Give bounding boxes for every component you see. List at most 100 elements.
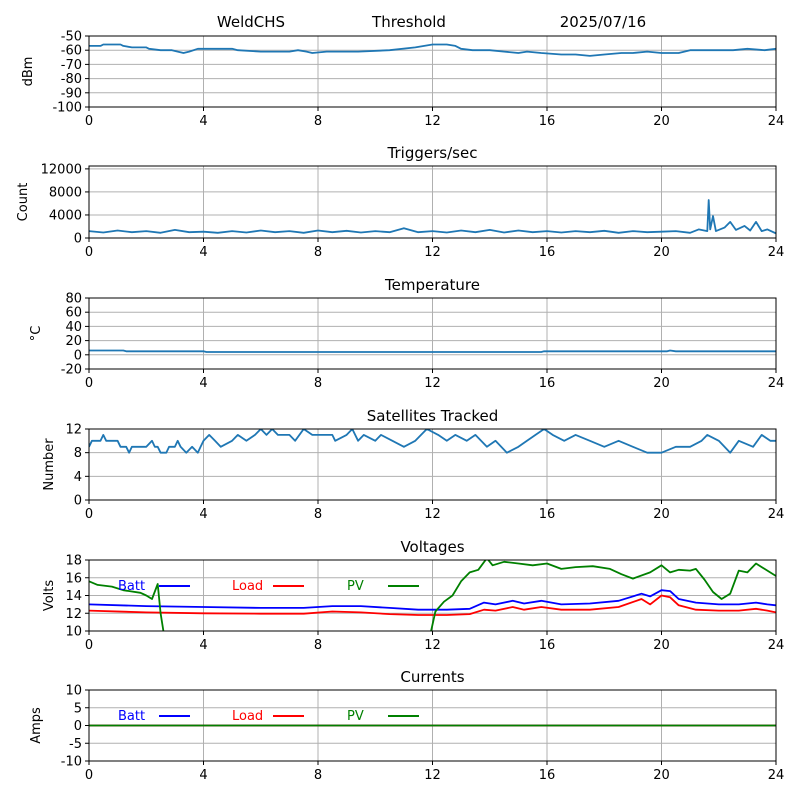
- x-tick-label: 16: [539, 768, 556, 783]
- header-site: WeldCHS: [217, 13, 285, 31]
- chart-title: Voltages: [400, 538, 464, 556]
- chart-panel-1: 0 4 8 12 16 20 24 0 4000 8000 12000 Triggers/sec Cou…: [16, 144, 784, 260]
- x-tick-label: 12: [424, 376, 441, 391]
- y-tick-label: -80: [61, 72, 82, 87]
- series-line-data: [89, 349, 776, 353]
- y-tick-label: 18: [65, 554, 82, 569]
- x-tick-label: 24: [768, 768, 785, 783]
- x-tick-label: 12: [424, 507, 441, 522]
- x-tick-label: 4: [199, 114, 207, 129]
- y-tick-label: 60: [65, 306, 82, 321]
- x-tick-label: 8: [314, 245, 322, 260]
- header-date: 2025/07/16: [560, 13, 646, 31]
- x-tick-label: 12: [424, 638, 441, 653]
- series-line-data: [89, 43, 776, 57]
- chart-title: Satellites Tracked: [367, 407, 498, 425]
- y-tick-label: 5: [74, 701, 82, 716]
- chart-panel-3: 0 4 8 12 16 20 24 0 4 8 12 Satellites Tracked Number: [42, 407, 784, 522]
- y-tick-label: 12: [65, 423, 82, 438]
- x-tick-label: 8: [314, 507, 322, 522]
- x-tick-label: 20: [653, 768, 670, 783]
- legend-label-pv: PV: [347, 579, 364, 594]
- y-tick-label: 4: [74, 470, 82, 485]
- x-tick-label: 16: [539, 114, 556, 129]
- x-tick-label: 4: [199, 245, 207, 260]
- y-tick-label: -50: [61, 30, 82, 45]
- x-tick-label: 16: [539, 507, 556, 522]
- x-tick-label: 12: [424, 245, 441, 260]
- x-tick-label: 0: [85, 376, 93, 391]
- x-tick-label: 8: [314, 376, 322, 391]
- x-tick-label: 0: [85, 114, 93, 129]
- header-mode: Threshold: [371, 13, 446, 31]
- y-tick-label: 40: [65, 320, 82, 335]
- y-tick-label: -20: [61, 363, 82, 378]
- x-tick-label: 24: [768, 114, 785, 129]
- y-tick-label: -60: [61, 44, 82, 59]
- x-tick-label: 24: [768, 638, 785, 653]
- y-axis-label: Count: [16, 183, 31, 222]
- x-tick-label: 24: [768, 245, 785, 260]
- y-tick-label: 0: [74, 494, 82, 509]
- x-tick-label: 20: [653, 638, 670, 653]
- y-axis-label: Amps: [29, 707, 44, 744]
- legend-label-batt: Batt: [118, 579, 145, 594]
- x-tick-label: 12: [424, 768, 441, 783]
- x-tick-label: 8: [314, 768, 322, 783]
- y-tick-label: 8: [74, 446, 82, 461]
- y-axis-label: °C: [29, 326, 44, 342]
- legend-label-pv: PV: [347, 709, 364, 724]
- y-tick-label: 16: [65, 571, 82, 586]
- x-tick-label: 8: [314, 114, 322, 129]
- x-tick-label: 16: [539, 245, 556, 260]
- y-tick-label: 0: [74, 348, 82, 363]
- y-tick-label: 14: [65, 589, 82, 604]
- series-line-data: [89, 199, 776, 235]
- y-tick-label: 80: [65, 292, 82, 307]
- y-tick-label: 8000: [49, 185, 82, 200]
- y-axis-label: dBm: [21, 57, 36, 87]
- x-tick-label: 4: [199, 376, 207, 391]
- chart-panel-0: 0 4 8 12 16 20 24 -100-90-80-70-60-50 dBm: [21, 30, 784, 130]
- x-tick-label: 20: [653, 507, 670, 522]
- y-tick-label: 10: [65, 684, 82, 699]
- chart-title: Temperature: [384, 276, 480, 294]
- y-axis-label: Number: [42, 438, 57, 491]
- x-tick-label: 0: [85, 768, 93, 783]
- series-line-load: [89, 594, 776, 616]
- y-tick-label: 0: [74, 719, 82, 734]
- y-tick-label: -100: [52, 101, 82, 116]
- x-tick-label: 20: [653, 114, 670, 129]
- x-tick-label: 20: [653, 376, 670, 391]
- chart-title: Currents: [400, 668, 464, 686]
- x-tick-label: 8: [314, 638, 322, 653]
- x-tick-label: 16: [539, 376, 556, 391]
- x-tick-label: 4: [199, 768, 207, 783]
- x-tick-label: 24: [768, 507, 785, 522]
- y-tick-label: 20: [65, 334, 82, 349]
- legend-label-load: Load: [232, 709, 263, 724]
- x-tick-label: 4: [199, 507, 207, 522]
- legend-label-load: Load: [232, 579, 263, 594]
- chart-panel-4: 0 4 8 12 16 20 24 10 12 14 16 18 Voltages Volts Batt Lo…: [42, 538, 784, 653]
- y-tick-label: -70: [61, 58, 82, 73]
- y-tick-label: 10: [65, 625, 82, 640]
- x-tick-label: 12: [424, 114, 441, 129]
- x-tick-label: 0: [85, 638, 93, 653]
- chart-panel-5: 0 4 8 12 16 20 24 -10 -5 0 5 10 Currents Amps Batt Load…: [29, 668, 784, 783]
- x-tick-label: 16: [539, 638, 556, 653]
- y-tick-label: -5: [69, 737, 82, 752]
- series-line-pv: [430, 560, 776, 631]
- legend-label-batt: Batt: [118, 709, 145, 724]
- x-tick-label: 0: [85, 507, 93, 522]
- y-axis-label: Volts: [42, 580, 57, 612]
- y-tick-label: 12: [65, 607, 82, 622]
- y-tick-label: 4000: [49, 208, 82, 223]
- x-tick-label: 24: [768, 376, 785, 391]
- y-tick-label: -10: [61, 755, 82, 770]
- y-tick-label: 12000: [41, 162, 82, 177]
- x-tick-label: 0: [85, 245, 93, 260]
- x-tick-label: 4: [199, 638, 207, 653]
